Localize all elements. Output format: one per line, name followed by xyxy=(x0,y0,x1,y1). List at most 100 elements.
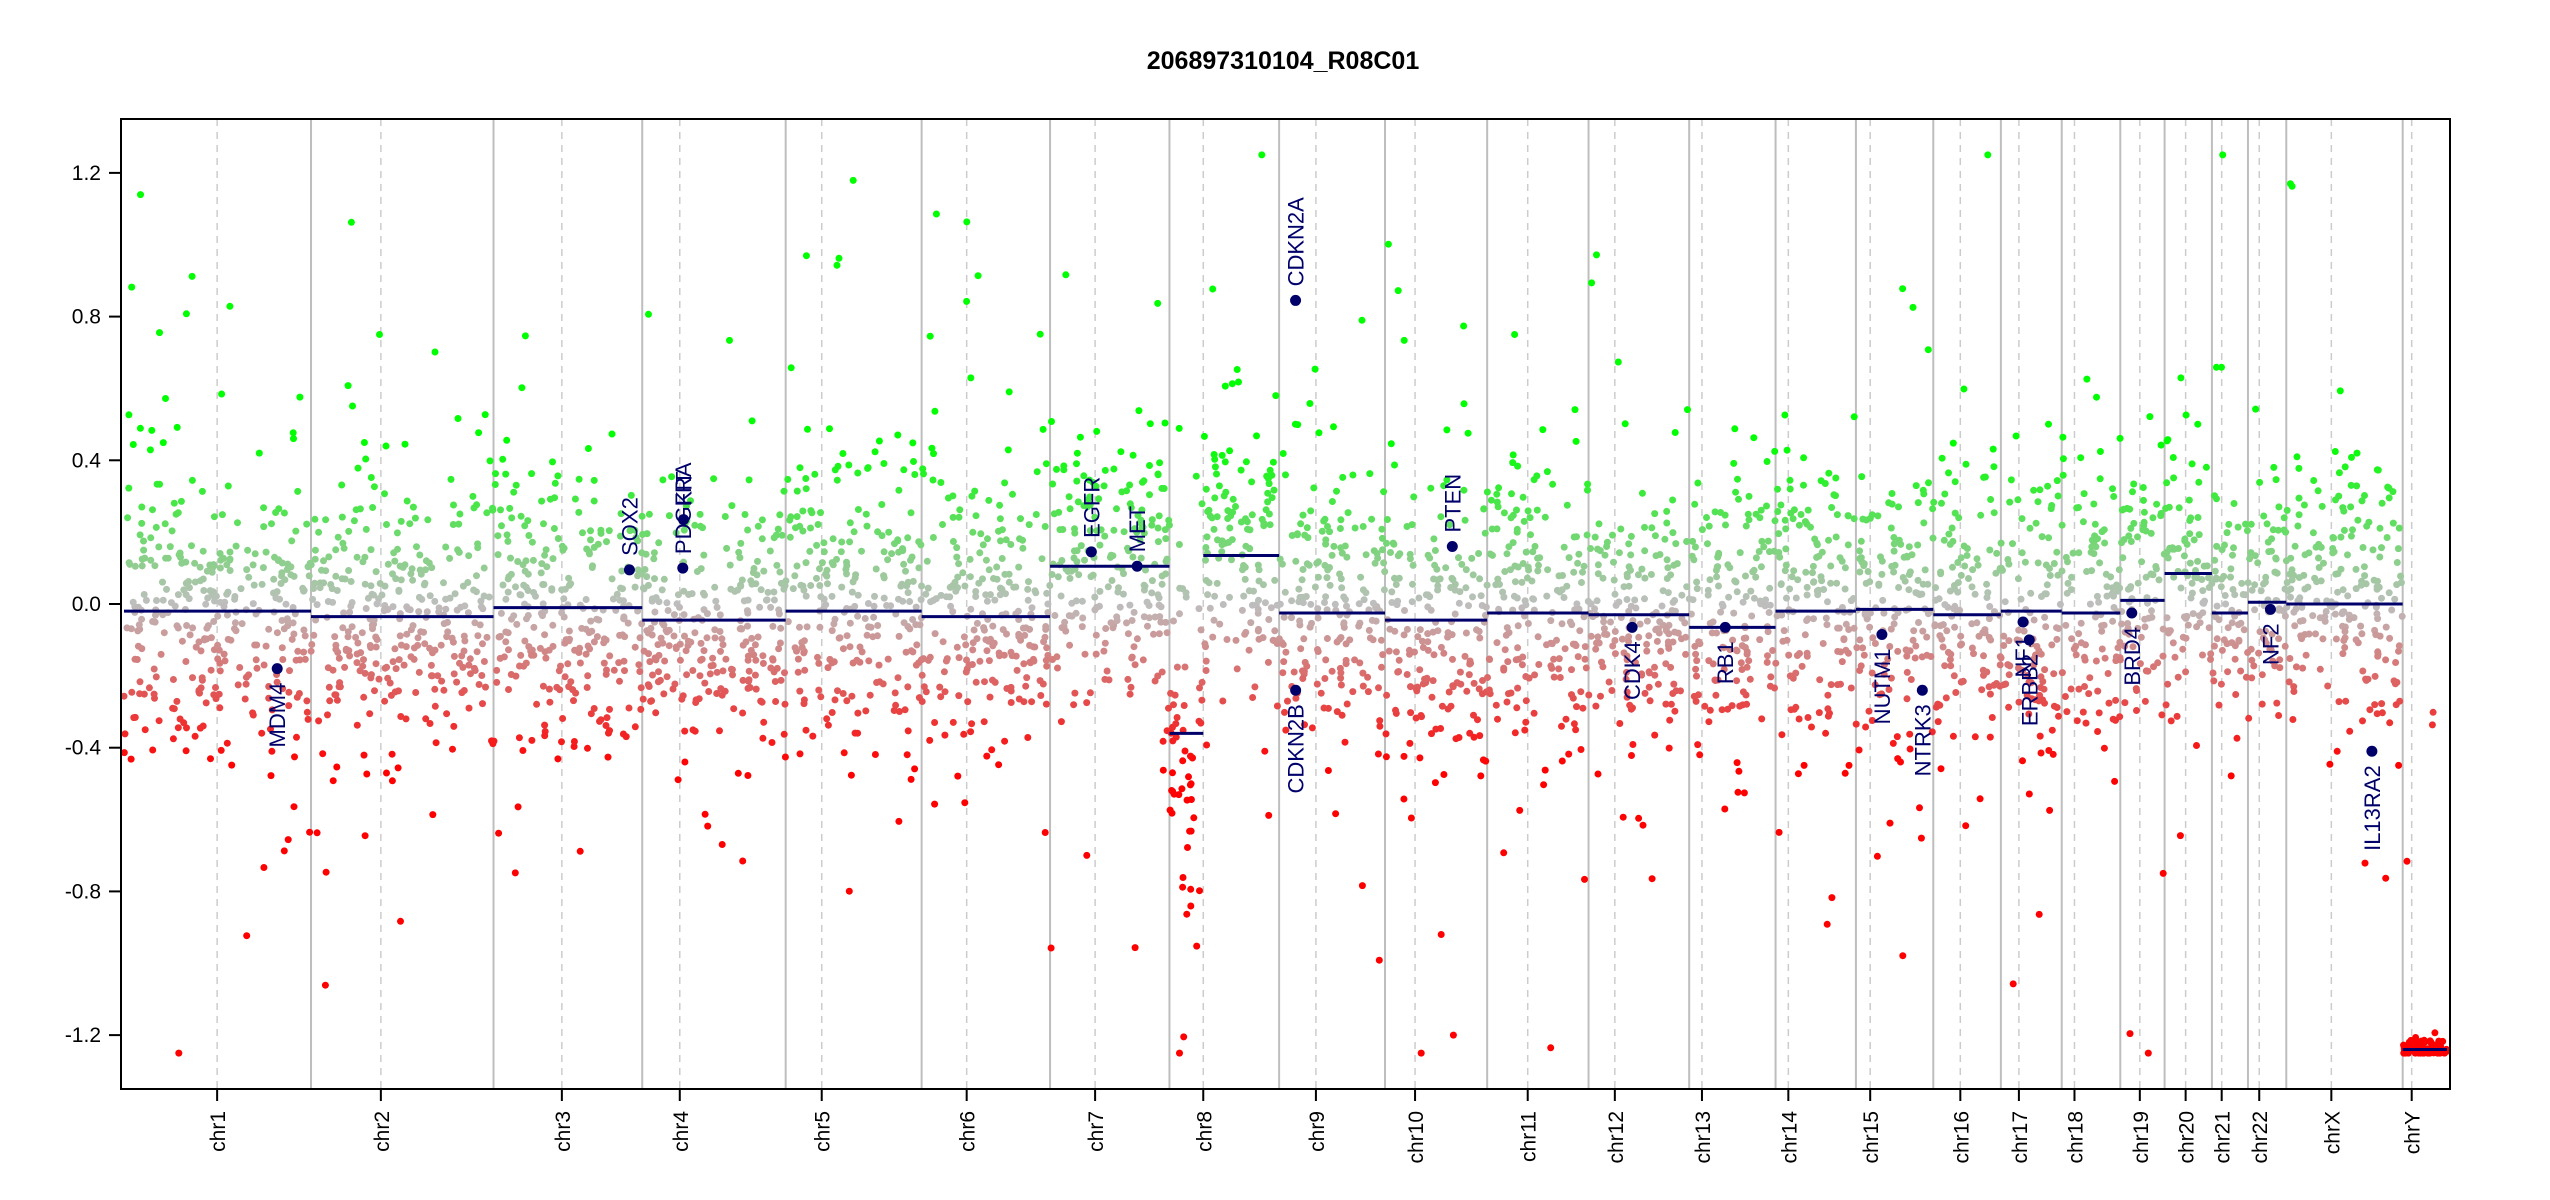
gene-point xyxy=(1446,541,1458,553)
probe-point xyxy=(1894,647,1902,655)
probe-point xyxy=(796,687,804,695)
probe-point xyxy=(1469,571,1477,579)
probe-point xyxy=(891,689,899,697)
probe-point xyxy=(1822,614,1830,622)
probe-point xyxy=(182,310,190,318)
probe-point xyxy=(865,657,873,665)
probe-point xyxy=(770,534,778,542)
probe-point xyxy=(141,726,149,734)
probe-point xyxy=(1130,608,1138,616)
probe-point xyxy=(1725,593,1733,601)
probe-point xyxy=(477,597,485,605)
probe-point xyxy=(353,659,361,667)
probe-point xyxy=(1984,589,1992,597)
probe-point xyxy=(1484,674,1491,681)
probe-point xyxy=(497,506,504,514)
probe-point xyxy=(651,654,659,662)
probe-point xyxy=(864,600,872,607)
probe-point xyxy=(1394,552,1402,560)
probe-point xyxy=(1120,528,1128,536)
probe-point xyxy=(1130,643,1138,651)
probe-point xyxy=(1931,621,1939,629)
probe-point xyxy=(1957,554,1965,562)
probe-point xyxy=(2044,482,2052,490)
probe-point xyxy=(2331,448,2339,455)
probe-point xyxy=(1215,482,1223,490)
probe-point xyxy=(243,566,251,574)
probe-point xyxy=(1475,627,1483,635)
probe-point xyxy=(1565,554,1573,562)
probe-point xyxy=(1392,648,1400,656)
probe-point xyxy=(2361,572,2369,580)
probe-point xyxy=(1671,429,1679,436)
probe-point xyxy=(1081,556,1088,564)
probe-point xyxy=(2041,699,2048,707)
probe-point xyxy=(1638,565,1646,573)
probe-point xyxy=(1131,944,1139,952)
probe-point xyxy=(280,847,288,855)
probe-point xyxy=(1053,653,1061,661)
probe-point xyxy=(2109,715,2117,723)
probe-point xyxy=(1154,538,1162,546)
probe-point xyxy=(1815,709,1823,717)
probe-point xyxy=(304,715,312,723)
probe-point xyxy=(1096,587,1104,595)
probe-point xyxy=(1245,646,1253,654)
probe-point xyxy=(1056,526,1064,534)
probe-point xyxy=(1349,688,1357,696)
probe-point xyxy=(960,633,968,641)
probe-point xyxy=(1140,529,1148,537)
probe-point xyxy=(1827,681,1835,689)
probe-point xyxy=(1841,585,1849,593)
probe-point xyxy=(397,641,405,649)
probe-point xyxy=(124,514,132,522)
probe-point xyxy=(1326,581,1334,589)
probe-point xyxy=(393,529,401,537)
probe-point xyxy=(1786,672,1794,680)
probe-point xyxy=(603,538,610,546)
probe-point xyxy=(431,348,439,356)
probe-point xyxy=(878,501,886,508)
probe-point xyxy=(1605,678,1613,686)
probe-point xyxy=(2341,628,2349,635)
probe-point xyxy=(2103,592,2111,600)
probe-point xyxy=(1263,472,1271,480)
probe-point xyxy=(1915,619,1922,626)
probe-point xyxy=(2359,717,2366,725)
probe-point xyxy=(474,540,482,548)
probe-point xyxy=(1449,655,1456,663)
probe-point xyxy=(1124,630,1132,638)
probe-point xyxy=(131,562,139,570)
probe-point xyxy=(824,721,832,729)
probe-point xyxy=(2231,655,2239,663)
probe-point xyxy=(285,702,293,710)
probe-point xyxy=(191,732,199,740)
probe-point xyxy=(202,600,210,608)
probe-point xyxy=(1001,737,1009,745)
probe-point xyxy=(751,641,759,649)
gene-point xyxy=(2264,603,2276,615)
probe-point xyxy=(1627,566,1634,574)
probe-point xyxy=(1968,644,1976,652)
probe-point xyxy=(1211,463,1219,471)
probe-point xyxy=(758,516,766,524)
probe-point xyxy=(802,485,810,493)
probe-point xyxy=(1028,698,1036,706)
probe-point xyxy=(2334,570,2342,578)
probe-point xyxy=(138,555,146,563)
probe-point xyxy=(1378,663,1385,671)
probe-point xyxy=(278,644,286,652)
probe-point xyxy=(1592,702,1600,710)
probe-point xyxy=(759,734,767,742)
probe-point xyxy=(2207,650,2215,658)
probe-point xyxy=(1494,575,1502,583)
probe-point xyxy=(1264,489,1272,497)
probe-point xyxy=(268,520,275,528)
probe-point xyxy=(680,587,688,595)
probe-point xyxy=(2030,661,2038,669)
probe-point xyxy=(2385,494,2393,502)
probe-point xyxy=(1984,151,1992,159)
probe-point xyxy=(1228,380,1236,388)
probe-point xyxy=(1225,538,1233,546)
probe-point xyxy=(2095,709,2103,717)
